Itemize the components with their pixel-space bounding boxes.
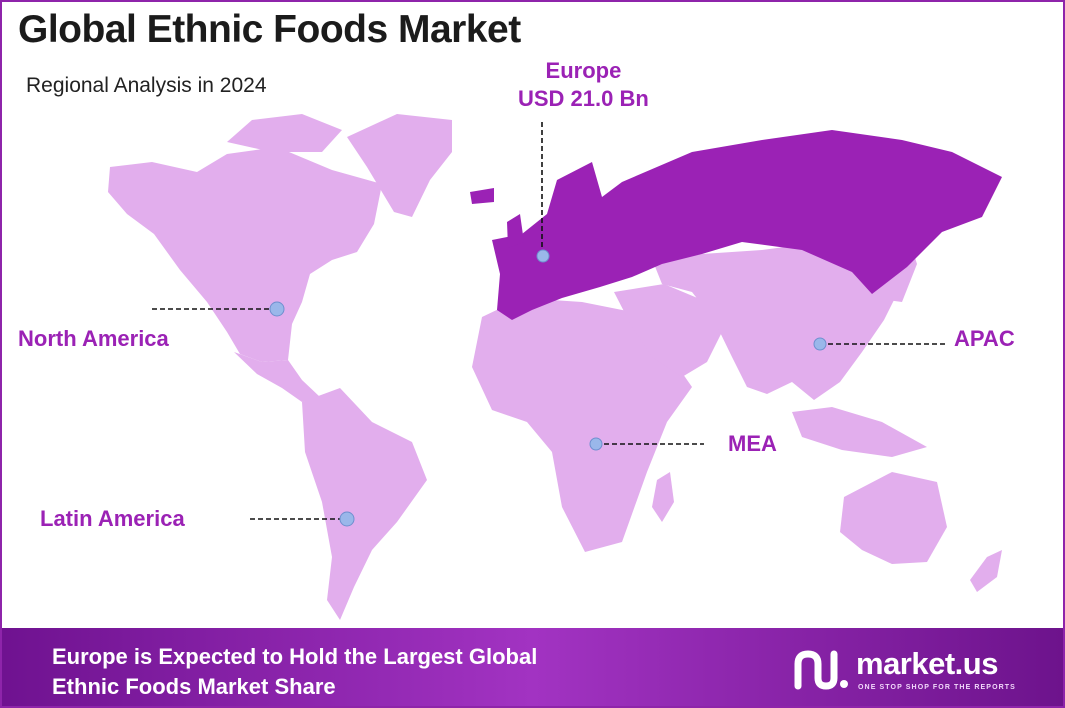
banner-line-2: Ethnic Foods Market Share <box>52 674 336 699</box>
page-subtitle: Regional Analysis in 2024 <box>26 74 267 97</box>
europe-name: Europe <box>545 58 622 83</box>
banner-headline: Europe is Expected to Hold the Largest G… <box>52 642 537 702</box>
apac-marker <box>813 337 827 351</box>
europe-label: Europe USD 21.0 Bn <box>518 57 649 113</box>
latin-america-marker <box>339 511 355 527</box>
greenland-region <box>347 114 452 217</box>
north-america-region <box>108 147 382 362</box>
europe-marker <box>536 249 550 263</box>
north-america-marker <box>269 301 285 317</box>
logo-tagline: ONE STOP SHOP FOR THE REPORTS <box>858 684 1016 691</box>
africa-region <box>472 298 692 552</box>
latin-america-label: Latin America <box>40 506 185 531</box>
madagascar-region <box>652 472 674 522</box>
brand-logo: market.us ONE STOP SHOP FOR THE REPORTS <box>792 646 1042 696</box>
footer-banner: Europe is Expected to Hold the Largest G… <box>2 628 1063 706</box>
asia-region <box>654 242 902 400</box>
europe-region <box>492 130 1002 320</box>
middle-east-region <box>614 284 722 377</box>
apac-label: APAC <box>954 326 1015 351</box>
banner-line-1: Europe is Expected to Hold the Largest G… <box>52 644 538 669</box>
page-title: Global Ethnic Foods Market <box>18 8 521 51</box>
logo-name: market.us <box>856 646 998 681</box>
europe-value: USD 21.0 Bn <box>518 86 649 111</box>
uk-iceland-region <box>470 188 524 248</box>
arctic-islands <box>227 114 342 152</box>
north-america-label: North America <box>18 326 169 351</box>
south-america-region <box>302 388 427 620</box>
australia-region <box>840 472 947 564</box>
mea-label: MEA <box>728 431 777 456</box>
mea-marker <box>589 437 603 451</box>
central-america-region <box>234 352 320 402</box>
market-us-logo-icon <box>794 650 848 690</box>
new-zealand-region <box>970 550 1002 592</box>
southeast-asia-islands <box>792 407 927 457</box>
